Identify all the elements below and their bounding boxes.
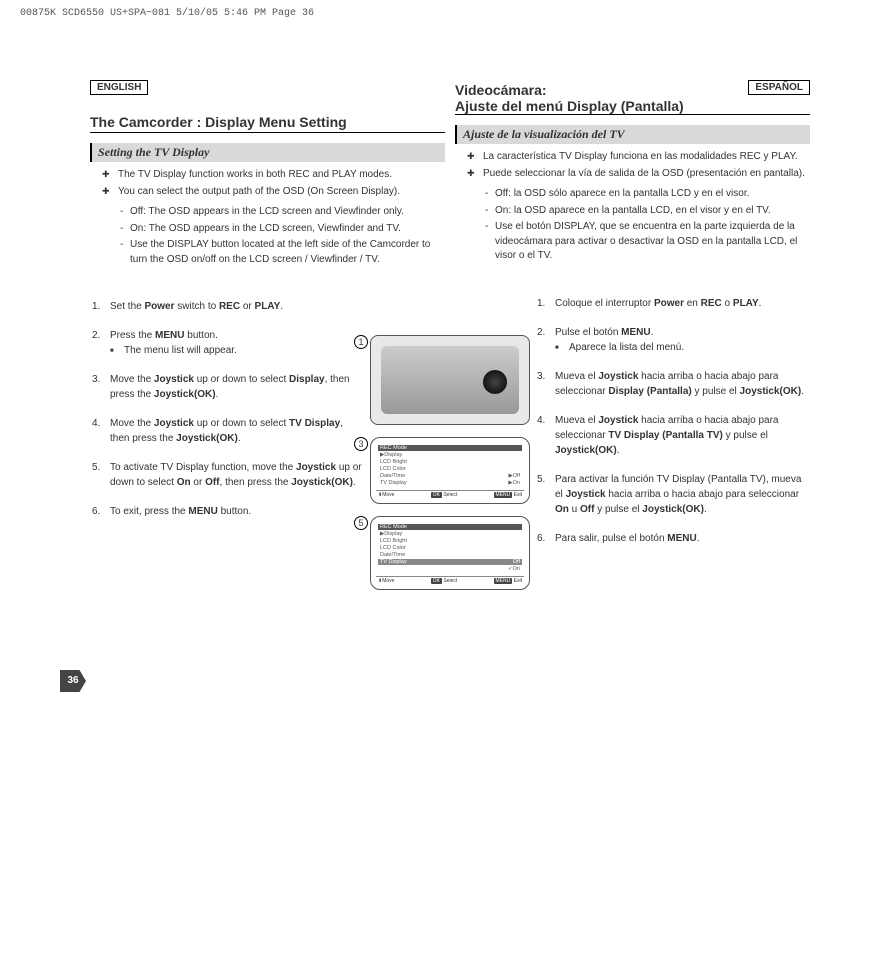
menu-item: Date/Time▶Off [378,473,522,479]
step: 4.Mueva el Joystick hacia arriba o hacia… [537,413,810,458]
fig-number: 3 [354,437,368,451]
camcorder-illustration [370,335,530,425]
doc-meta: 00875K SCD6550 US+SPA~081 5/10/05 5:46 P… [20,8,314,19]
menu-footer: ⬍Move OK Select MENU Exit [376,490,524,498]
subhead-es: Ajuste de la visualización del TV [455,125,810,144]
dash: On: la OSD aparece en la pantalla LCD, e… [495,204,810,219]
page-number-badge: 36 [60,670,86,692]
center-figures: 1 3 REC Mode ▶Display LCD Bright LCD Col… [370,335,530,602]
bullets-en: The TV Display function works in both RE… [90,162,445,267]
menu-item: ▶Display [378,531,522,537]
step: 1.Coloque el interruptor Power en REC o … [537,296,810,311]
lang-badge-en: ENGLISH [90,80,148,95]
menu-mode: REC Mode [378,445,522,451]
menu-footer: ⬍Move OK Select MENU Exit [376,576,524,584]
step: 4.Move the Joystick up or down to select… [92,416,365,446]
dash: Use the DISPLAY button located at the le… [130,238,445,267]
step: 5.Para activar la función TV Display (Pa… [537,472,810,517]
fig-number: 1 [354,335,368,349]
step: 3.Mueva el Joystick hacia arriba o hacia… [537,369,810,399]
page: ENGLISH The Camcorder : Display Menu Set… [90,80,810,560]
step: 1.Set the Power switch to REC or PLAY. [92,299,365,314]
dash: On: The OSD appears in the LCD screen, V… [130,222,445,237]
bullet: The TV Display function works in both RE… [118,168,445,183]
bullets-es: La característica TV Display funciona en… [455,144,810,264]
step: 6.Para salir, pulse el botón MENU. [537,531,810,546]
bullet: Puede seleccionar la vía de salida de la… [483,167,810,264]
dash: Use el botón DISPLAY, que se encuentra e… [495,220,810,264]
lang-badge-es: ESPAÑOL [748,80,810,95]
step: 3.Move the Joystick up or down to select… [92,372,365,402]
dash: Off: The OSD appears in the LCD screen a… [130,205,445,220]
menu-item: LCD Bright [378,459,522,465]
step: 2.Pulse el botón MENU.Aparece la lista d… [537,325,810,355]
menu-item: LCD Color [378,545,522,551]
menu-item-selected: TV DisplayOff [378,559,522,565]
menu-item: LCD Bright [378,538,522,544]
menu-mode: REC Mode [378,524,522,530]
step: 6.To exit, press the MENU button. [92,504,365,519]
subhead-en: Setting the TV Display [90,143,445,162]
fig-number: 5 [354,516,368,530]
bullet: La característica TV Display funciona en… [483,150,810,165]
dash: Off: la OSD sólo aparece en la pantalla … [495,187,810,202]
bullet: You can select the output path of the OS… [118,185,445,268]
menu-screen-3: REC Mode ▶Display LCD Bright LCD Color D… [370,437,530,504]
menu-item: TV Display▶On [378,480,522,486]
menu-item: ✓On [378,566,522,572]
menu-item: ▶Display [378,452,522,458]
step: 5.To activate TV Display function, move … [92,460,365,490]
menu-item: Date/Time [378,552,522,558]
menu-screen-5: REC Mode ▶Display LCD Bright LCD Color D… [370,516,530,590]
menu-item: LCD Color [378,466,522,472]
title-en: The Camcorder : Display Menu Setting [90,112,445,130]
step: 2.Press the MENU button.The menu list wi… [92,328,365,358]
